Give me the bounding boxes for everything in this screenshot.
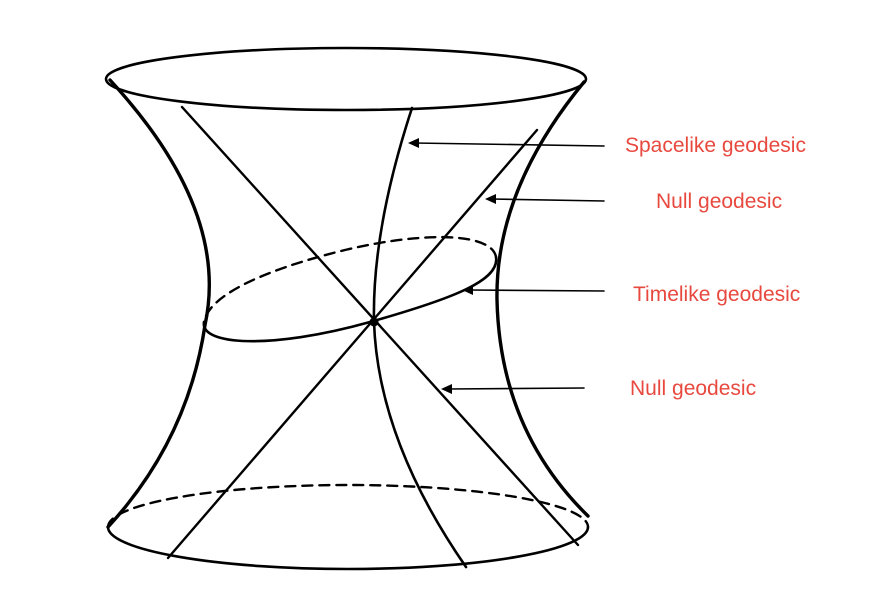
label-timelike-geodesic: Timelike geodesic	[633, 283, 800, 306]
label-null-geodesic-lower: Null geodesic	[630, 377, 756, 400]
bottom-rim-back	[106, 483, 590, 529]
null-geodesic-line-b	[166, 128, 539, 560]
waist-ellipse-front	[202, 255, 498, 343]
label-spacelike-geodesic: Spacelike geodesic	[625, 134, 806, 157]
arrow-null-upper	[485, 194, 605, 204]
waist-ellipse-back	[202, 235, 498, 324]
intersection-point	[369, 317, 379, 327]
arrow-null-lower	[441, 384, 585, 394]
null-geodesic-line-a	[180, 105, 580, 547]
bottom-rim-front	[106, 525, 590, 571]
left-contour	[106, 78, 212, 529]
timelike-geodesic-curve	[372, 106, 468, 569]
label-null-geodesic-upper: Null geodesic	[656, 190, 782, 213]
arrow-timelike	[462, 285, 605, 295]
arrow-spacelike	[408, 138, 605, 148]
right-contour	[495, 80, 590, 518]
top-rim	[104, 46, 588, 112]
